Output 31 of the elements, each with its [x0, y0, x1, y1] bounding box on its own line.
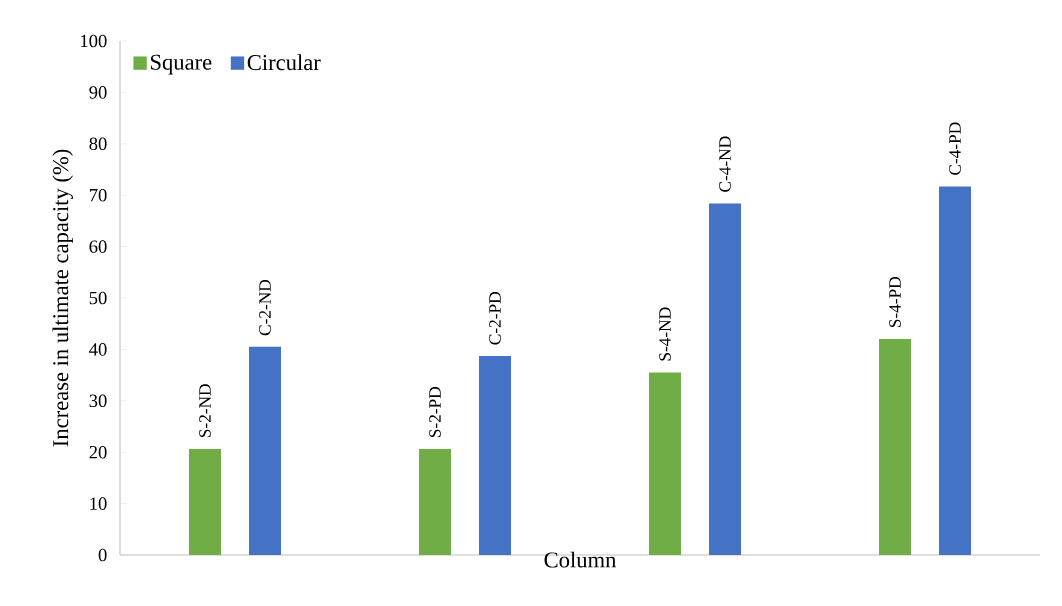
y-tick-label: 90: [89, 86, 107, 99]
data-label: C-4-ND: [719, 136, 731, 192]
data-label: S-4-PD: [889, 277, 901, 328]
data-label: C-2-PD: [489, 292, 501, 345]
y-tick-label: 50: [89, 291, 107, 305]
data-label: S-4-ND: [659, 307, 671, 361]
y-tick-label: 0: [98, 548, 107, 562]
legend-label: Square: [150, 54, 212, 75]
bar: [419, 449, 452, 555]
bar: [249, 346, 282, 555]
y-tick-label: 30: [89, 394, 107, 408]
bar: [879, 339, 912, 555]
y-tick-label: 40: [89, 343, 107, 356]
y-tick-label: 80: [89, 137, 107, 151]
data-label: C-2-ND: [259, 280, 271, 336]
y-tick-label: 60: [89, 240, 107, 253]
bar: [479, 356, 512, 555]
data-label: S-2-PD: [429, 387, 441, 438]
y-tick-label: 70: [89, 188, 107, 202]
y-axis-title: Increase in ultimate capacity (%): [52, 149, 73, 447]
data-label: C-4-PD: [949, 122, 961, 175]
bar: [709, 203, 742, 555]
y-tick-label: 10: [90, 497, 107, 510]
legend-label: Circular: [247, 54, 321, 71]
data-label: S-2-ND: [199, 384, 211, 438]
y-tick-label: 100: [81, 34, 107, 48]
x-axis-title: Column: [544, 551, 617, 568]
bar: [939, 186, 972, 555]
bar: [189, 449, 222, 555]
y-tick-label: 20: [89, 445, 107, 459]
bar: [649, 372, 682, 555]
